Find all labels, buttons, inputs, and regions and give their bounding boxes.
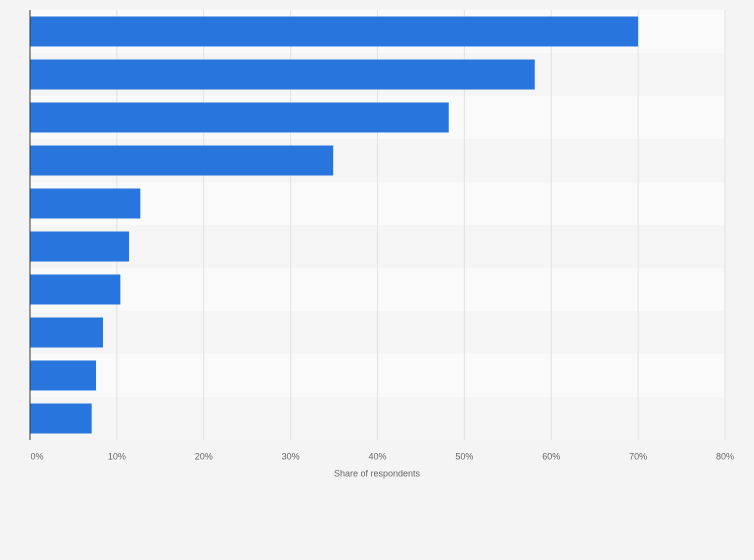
bar — [30, 59, 535, 90]
x-axis-label: Share of respondents — [334, 468, 421, 478]
x-tick-label: 40% — [368, 451, 386, 461]
bar — [30, 102, 449, 133]
x-tick-label: 50% — [455, 451, 473, 461]
x-tick-label: 10% — [108, 451, 126, 461]
bar — [30, 317, 103, 348]
bar — [30, 360, 97, 391]
bar — [30, 231, 130, 262]
bar — [30, 274, 121, 305]
x-tick-label: 70% — [629, 451, 647, 461]
x-tick-label: 60% — [542, 451, 560, 461]
bar — [30, 16, 639, 47]
bar — [30, 403, 92, 434]
x-tick-label: 0% — [30, 451, 43, 461]
x-tick-label: 80% — [716, 451, 734, 461]
bar — [30, 188, 141, 219]
bar — [30, 145, 334, 176]
x-tick-label: 30% — [282, 451, 300, 461]
x-tick-label: 20% — [195, 451, 213, 461]
